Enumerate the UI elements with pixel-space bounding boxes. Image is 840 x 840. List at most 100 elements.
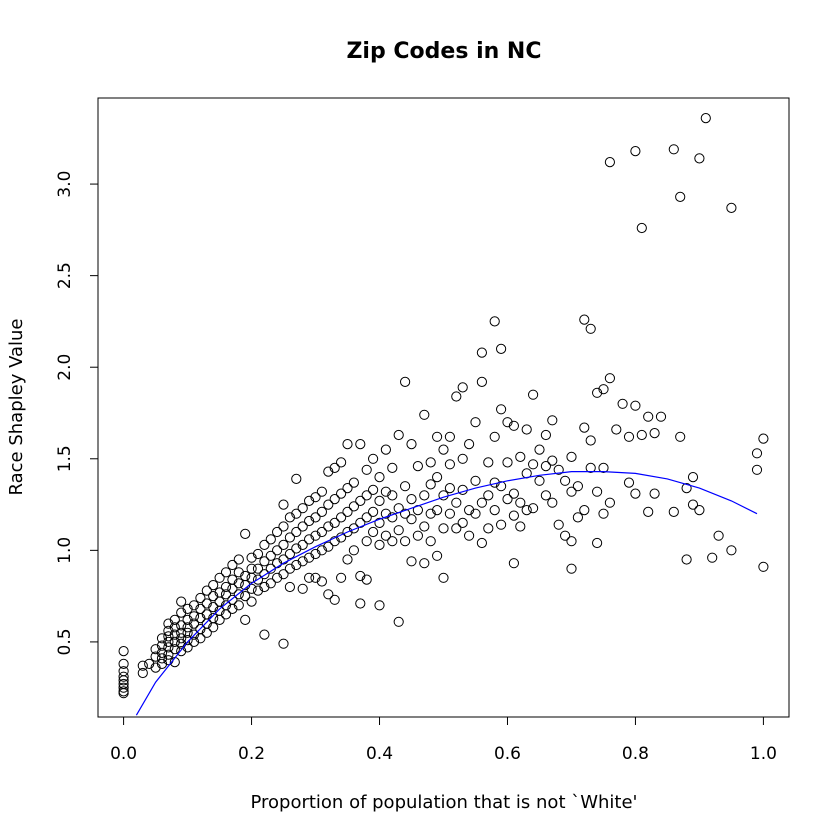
data-point [700, 113, 711, 124]
data-point [419, 409, 430, 420]
data-point [118, 646, 129, 657]
data-point [444, 431, 455, 442]
data-point [220, 581, 232, 593]
data-point [118, 675, 129, 686]
data-point [387, 536, 398, 547]
data-point [310, 530, 321, 541]
data-point [598, 508, 609, 519]
data-point [368, 484, 379, 495]
data-point [323, 541, 334, 552]
data-point [393, 616, 404, 627]
data-point [470, 508, 481, 519]
data-point [592, 387, 603, 398]
data-point [451, 391, 462, 402]
data-point [163, 649, 174, 660]
data-point [694, 505, 705, 516]
data-point [169, 622, 180, 633]
data-point [336, 512, 347, 523]
data-point [425, 536, 436, 547]
data-point [304, 552, 315, 563]
data-point [310, 548, 321, 560]
data-point [476, 347, 487, 358]
data-point [291, 508, 302, 519]
data-point [169, 636, 180, 648]
data-point [604, 497, 616, 508]
x-tick-label: 0.8 [622, 744, 649, 764]
data-point [547, 455, 558, 466]
x-tick-label: 0.4 [366, 744, 393, 764]
data-point [163, 631, 174, 642]
data-point [476, 497, 487, 508]
data-point [649, 488, 660, 499]
data-point [220, 567, 232, 578]
data-point [425, 457, 436, 468]
data-point [348, 545, 359, 556]
data-point [297, 503, 308, 514]
data-point [188, 618, 200, 629]
data-point [342, 554, 353, 565]
x-axis: 0.0 0.2 0.4 0.6 0.8 1.0 [110, 716, 777, 764]
data-point [336, 572, 347, 583]
data-point [259, 569, 270, 580]
data-point [496, 519, 507, 530]
data-point [623, 477, 635, 488]
data-point [483, 457, 494, 468]
data-point [201, 598, 212, 609]
data-point [566, 486, 577, 497]
data-point [630, 488, 641, 499]
data-point [272, 526, 283, 538]
data-point [380, 486, 391, 497]
data-point [310, 492, 321, 503]
x-tick-label: 0.0 [110, 744, 137, 764]
data-point [361, 490, 372, 501]
data-point [534, 444, 545, 455]
data-point [233, 600, 244, 611]
data-point [675, 431, 686, 442]
data-point [284, 581, 295, 593]
data-point [188, 636, 200, 648]
data-point [156, 658, 168, 670]
data-point [246, 596, 257, 607]
data-point [323, 521, 334, 532]
data-point [176, 633, 187, 644]
data-point [163, 618, 174, 629]
data-point [182, 622, 193, 633]
data-point [137, 660, 148, 671]
data-point [310, 572, 321, 583]
data-point [188, 600, 200, 611]
data-point [476, 537, 487, 549]
data-point [515, 497, 526, 508]
data-point [316, 526, 327, 538]
data-point [259, 539, 270, 551]
data-point [502, 457, 513, 468]
data-point [374, 495, 385, 506]
y-tick-label: 1.5 [55, 445, 75, 472]
data-point [560, 530, 571, 541]
data-point [284, 512, 295, 523]
data-point [368, 453, 379, 464]
data-point [438, 572, 449, 583]
data-point [636, 429, 647, 441]
data-point [751, 448, 763, 459]
data-point [246, 563, 257, 574]
data-point [240, 614, 251, 626]
data-point [496, 481, 507, 492]
data-point [342, 526, 353, 538]
data-point [361, 536, 372, 547]
x-tick-label: 0.2 [238, 744, 265, 764]
data-point [540, 429, 552, 441]
data-point [617, 398, 628, 409]
y-axis: 0.5 1.0 1.5 2.0 2.5 3.0 [55, 171, 99, 655]
data-point [387, 490, 398, 501]
data-point [572, 512, 584, 523]
data-point [380, 444, 391, 455]
data-point [118, 666, 129, 677]
data-point [361, 512, 372, 523]
data-point [655, 411, 667, 422]
data-point [329, 462, 340, 473]
data-point [233, 589, 244, 600]
data-point [444, 508, 455, 519]
data-point [118, 688, 129, 699]
data-point [643, 506, 654, 517]
